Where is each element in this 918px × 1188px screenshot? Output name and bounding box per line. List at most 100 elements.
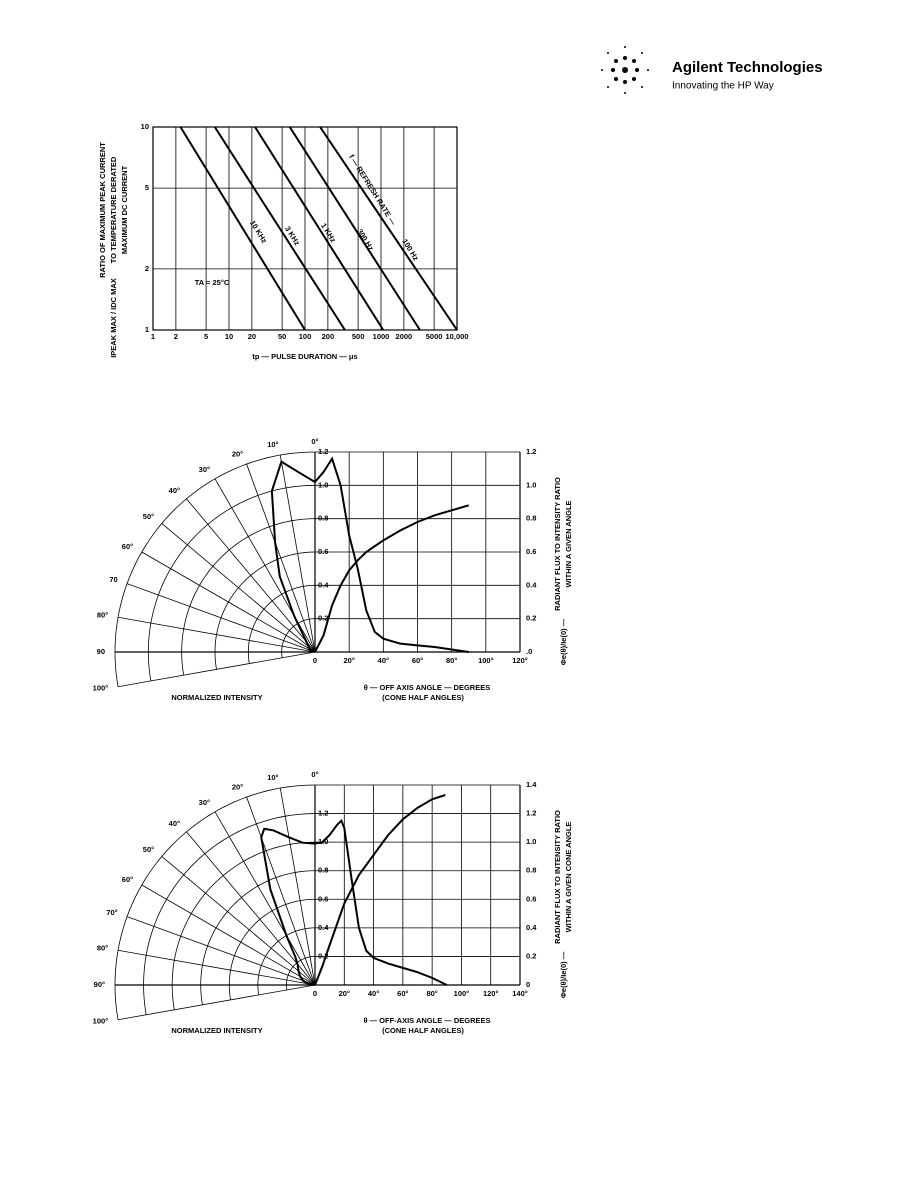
logo-dot bbox=[623, 56, 627, 60]
y2-tick-label: 1.0 bbox=[526, 837, 536, 846]
logo-dot bbox=[614, 59, 618, 63]
radial-label: 1.2 bbox=[318, 809, 328, 818]
polar-spoke bbox=[117, 651, 316, 688]
angle-label: 90 bbox=[97, 647, 105, 656]
x-tick-label: 40° bbox=[378, 656, 389, 665]
x-tick-label: 2000 bbox=[396, 332, 413, 341]
logo-dot bbox=[641, 52, 643, 54]
y2-tick-label: 0.4 bbox=[526, 923, 537, 932]
angle-label: 100° bbox=[93, 1016, 109, 1025]
x-tick-label: 5 bbox=[204, 332, 208, 341]
angle-label: 10° bbox=[267, 773, 278, 782]
company-name: Agilent Technologies bbox=[672, 59, 823, 76]
polar-label: NORMALIZED INTENSITY bbox=[171, 1026, 262, 1035]
x-tick-label: 10,000 bbox=[446, 332, 469, 341]
series-line bbox=[179, 126, 306, 331]
series-line bbox=[319, 126, 458, 331]
x-tick-label: 60° bbox=[412, 656, 423, 665]
x-tick-label: 20 bbox=[248, 332, 256, 341]
angle-label: 0° bbox=[311, 437, 318, 446]
x-tick-label: 10 bbox=[225, 332, 233, 341]
x-tick-label: 80° bbox=[446, 656, 457, 665]
y-tick-label: 10 bbox=[141, 122, 149, 131]
angle-label: 80° bbox=[97, 944, 108, 953]
x-tick-label: 120° bbox=[512, 656, 528, 665]
polar-spoke bbox=[279, 454, 316, 653]
polar-spoke bbox=[117, 984, 316, 1021]
angle-label: 50° bbox=[143, 845, 154, 854]
polar-spoke bbox=[214, 811, 316, 986]
polar-spoke bbox=[246, 796, 316, 986]
x-tick-label: 120° bbox=[483, 989, 499, 998]
y-tick-label: 2 bbox=[145, 264, 149, 273]
series-label: 3 KHz bbox=[283, 225, 302, 248]
radial-label: 0.4 bbox=[318, 580, 329, 589]
radial-label: 0.6 bbox=[318, 894, 328, 903]
x-tick-label: 100° bbox=[478, 656, 494, 665]
x-tick-label: 20° bbox=[343, 656, 354, 665]
cartesian-curve bbox=[314, 794, 446, 986]
angle-label: 100° bbox=[93, 683, 109, 692]
y2-axis-label: RADIANT FLUX TO INTENSITY RATIO bbox=[553, 477, 562, 611]
radial-label: 0.6 bbox=[318, 547, 328, 556]
y2-tick-label: 0 bbox=[526, 980, 530, 989]
y-axis-label: MAXIMUM DC CURRENT bbox=[120, 165, 129, 254]
x-tick-label: 2 bbox=[174, 332, 178, 341]
logo-dot bbox=[632, 77, 636, 81]
polar-spoke bbox=[141, 884, 316, 986]
angle-label: 40° bbox=[169, 819, 180, 828]
y2-tick-label: 0.8 bbox=[526, 514, 536, 523]
x-tick-label: 100 bbox=[299, 332, 312, 341]
radial-label: 0.2 bbox=[318, 951, 328, 960]
radial-label: 0.4 bbox=[318, 923, 329, 932]
polar-curve bbox=[270, 460, 316, 653]
x-tick-label: 50 bbox=[278, 332, 286, 341]
x-axis-label: θ — OFF AXIS ANGLE — DEGREES bbox=[364, 683, 490, 692]
angle-label: 70° bbox=[106, 908, 117, 917]
angle-label: 90° bbox=[94, 980, 105, 989]
y-axis-label: RATIO OF MAXIMUM PEAK CURRENT bbox=[98, 142, 107, 278]
polar-spoke bbox=[161, 523, 316, 653]
polar-spoke bbox=[126, 916, 316, 986]
x-axis-sublabel: (CONE HALF ANGLES) bbox=[382, 693, 464, 702]
polar-spoke bbox=[246, 463, 316, 653]
y2-tick-label: 0.6 bbox=[526, 547, 536, 556]
angle-label: 50° bbox=[143, 512, 154, 521]
y2-tick-label: 1.2 bbox=[526, 809, 536, 818]
x-tick-label: 60° bbox=[397, 989, 408, 998]
y2-axis-label: WITHIN A GIVEN ANGLE bbox=[564, 500, 573, 587]
logo-dot bbox=[641, 86, 643, 88]
x-tick-label: 80° bbox=[426, 989, 437, 998]
y2-tick-label: 1.2 bbox=[526, 447, 536, 456]
x-tick-label: 140° bbox=[512, 989, 528, 998]
logo bbox=[601, 46, 649, 94]
angle-label: 30° bbox=[199, 798, 210, 807]
polar-spoke bbox=[117, 949, 316, 986]
logo-dot bbox=[624, 92, 626, 94]
angle-label: 10° bbox=[267, 440, 278, 449]
angle-label: 0° bbox=[311, 770, 318, 779]
logo-dot bbox=[622, 67, 628, 73]
y-axis-label: TO TEMPERATURE DERATED bbox=[109, 156, 118, 263]
logo-dot bbox=[623, 80, 627, 84]
polar-spoke bbox=[126, 583, 316, 653]
cartesian-curve bbox=[314, 456, 469, 653]
logo-dot bbox=[614, 77, 618, 81]
radial-label: 1.0 bbox=[318, 480, 328, 489]
polar-spoke bbox=[161, 856, 316, 986]
x-tick-label: 0 bbox=[313, 989, 317, 998]
logo-dot bbox=[607, 86, 609, 88]
series-line bbox=[254, 126, 385, 331]
x-tick-label: 20° bbox=[339, 989, 350, 998]
polar-spoke bbox=[141, 551, 316, 653]
x-tick-label: 200 bbox=[322, 332, 335, 341]
x-tick-label: 5000 bbox=[426, 332, 443, 341]
y2-axis-symbol: Φe(θ)/Ie(0) — bbox=[559, 951, 568, 998]
polar-spoke bbox=[186, 831, 316, 986]
radial-label: 0.8 bbox=[318, 514, 328, 523]
radial-label: 0.2 bbox=[318, 614, 328, 623]
angle-label: 60° bbox=[122, 542, 133, 551]
